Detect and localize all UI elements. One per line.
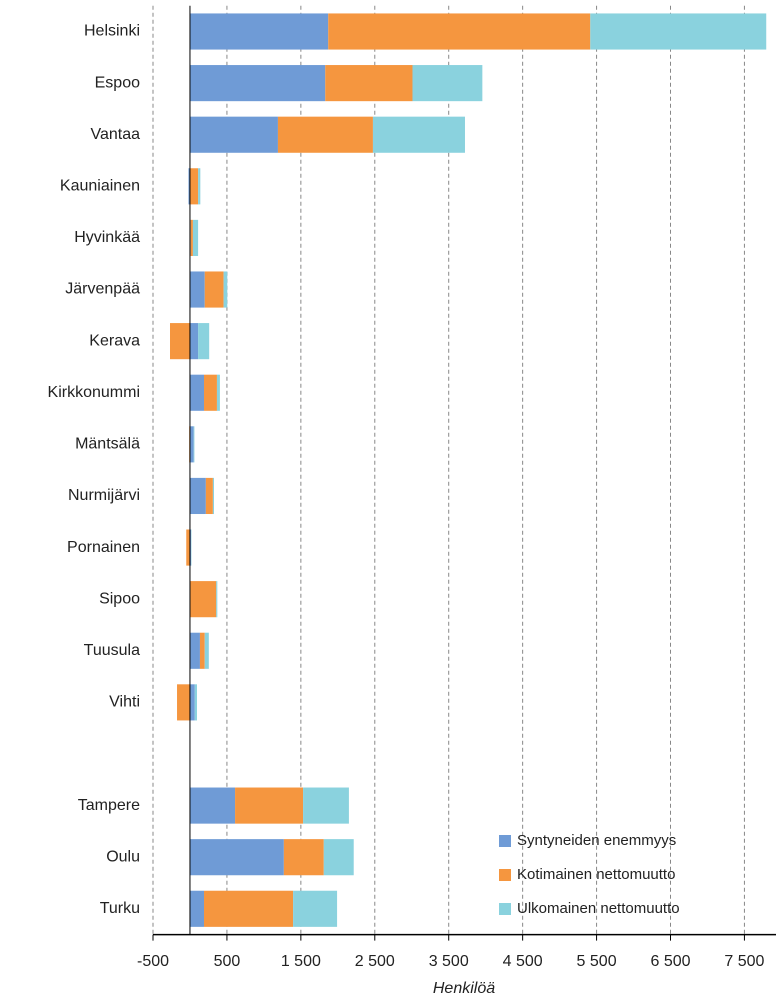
bar-segment (189, 374, 205, 411)
y-tick-label: Oulu (106, 848, 140, 865)
bar-segment (212, 477, 214, 515)
y-tick-label: Pornainen (67, 539, 140, 556)
x-tick-label: 2 500 (355, 953, 395, 970)
bar-segment (205, 477, 213, 515)
y-tick-label: Tuusula (84, 642, 140, 659)
bar-segment (323, 839, 354, 876)
legend-swatch (499, 903, 511, 915)
bar-segment (193, 426, 195, 463)
y-tick-label: Sipoo (99, 590, 140, 607)
y-tick-label: Kirkkonummi (48, 384, 140, 401)
x-tick-label: 4 500 (503, 953, 543, 970)
bar-segment (216, 374, 220, 411)
bar-segment (189, 839, 284, 876)
y-tick-label: Kerava (89, 332, 140, 349)
bar-segment (194, 684, 197, 721)
bar-segment (235, 787, 304, 824)
bar-segment (198, 168, 201, 205)
bar-segment (177, 684, 190, 721)
y-tick-label: Mäntsälä (75, 436, 140, 453)
x-tick-label: 6 500 (650, 953, 690, 970)
bar-segment (283, 839, 324, 876)
bar-segment (328, 13, 591, 50)
bar-segment (189, 65, 326, 102)
x-tick-label: 1 500 (281, 953, 321, 970)
y-tick-label: Turku (100, 900, 140, 917)
y-tick-label: Kauniainen (60, 178, 140, 195)
bar-segment (198, 323, 210, 360)
bar-segment (277, 116, 373, 153)
bar-segment (412, 65, 483, 102)
bar-segment (204, 890, 294, 927)
x-tick-label: 500 (214, 953, 241, 970)
bar-segment (189, 477, 206, 515)
bar-segment (189, 426, 194, 463)
y-tick-label: Vihti (109, 694, 140, 711)
bar-segment (199, 632, 205, 669)
bar-segment (216, 581, 218, 618)
bar-segment (189, 116, 278, 153)
bar-segment (192, 219, 199, 256)
y-tick-label: Espoo (95, 74, 140, 91)
bar-segment (189, 168, 199, 205)
bar-segment (189, 13, 329, 50)
bar-segment (223, 271, 228, 308)
bar-segment (325, 65, 413, 102)
x-tick-label: 5 500 (577, 953, 617, 970)
y-tick-label: Järvenpää (65, 281, 140, 298)
bar-segment (189, 890, 205, 927)
y-tick-label: Tampere (78, 797, 140, 814)
bar-segment (186, 529, 190, 566)
x-axis-label: Henkilöä (433, 980, 495, 997)
bar-segment (189, 684, 195, 721)
bar-segment (372, 116, 465, 153)
y-tick-label: Hyvinkää (74, 229, 140, 246)
bar-segment (189, 632, 200, 669)
bar-segment (189, 787, 236, 824)
bar-segment (204, 374, 217, 411)
legend-swatch (499, 869, 511, 881)
bar-segment (204, 271, 224, 308)
y-tick-label: Nurmijärvi (68, 487, 140, 504)
bar-segment (189, 323, 199, 360)
bar-segment (204, 632, 209, 669)
bar-segment (190, 581, 217, 618)
y-tick-label: Helsinki (84, 23, 140, 40)
bar-segment (303, 787, 349, 824)
x-tick-label: 3 500 (429, 953, 469, 970)
bar-segment (188, 168, 190, 205)
bar-segment (189, 271, 205, 308)
bar-segment (590, 13, 767, 50)
legend-swatch (499, 835, 511, 847)
bar-segment (170, 323, 190, 360)
bar-segment (189, 529, 192, 566)
bar-segment (190, 219, 193, 256)
legend-label: Kotimainen nettomuutto (517, 866, 675, 883)
x-tick-label: -500 (137, 953, 169, 970)
x-tick-label: 7 500 (724, 953, 764, 970)
bar-segment (293, 890, 338, 927)
legend-label: Ulkomainen nettomuutto (517, 900, 680, 917)
y-tick-label: Vantaa (90, 126, 140, 143)
legend-label: Syntyneiden enemmyys (517, 832, 676, 849)
